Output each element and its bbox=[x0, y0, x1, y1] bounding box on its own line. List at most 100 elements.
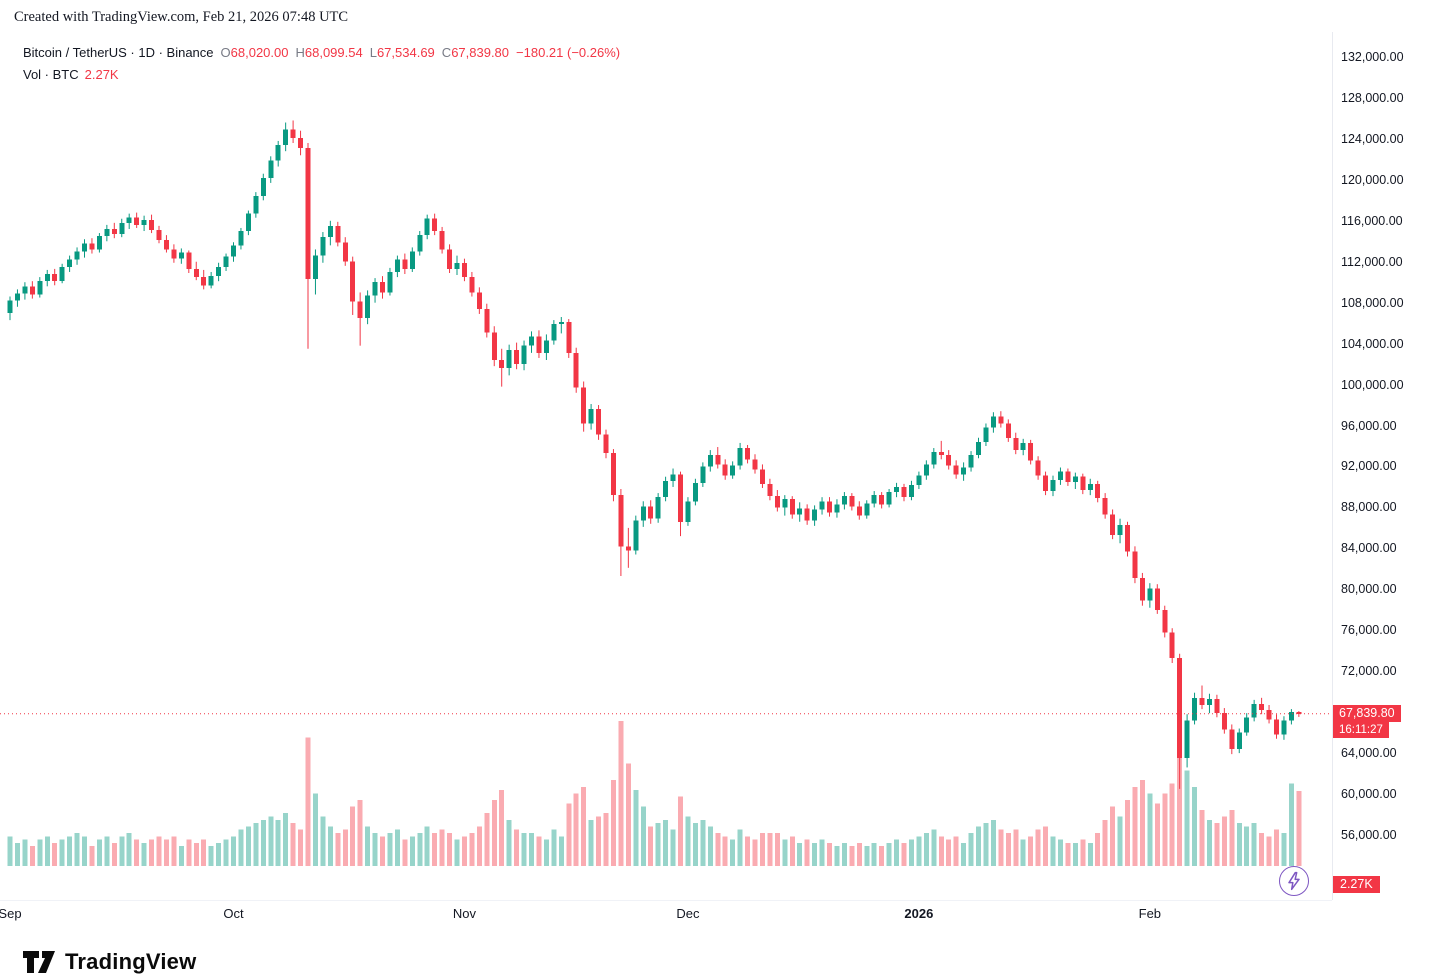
volume-bar bbox=[1244, 826, 1250, 866]
candle-body bbox=[1266, 710, 1272, 720]
candle-body bbox=[752, 459, 758, 470]
candle-body bbox=[871, 495, 877, 504]
candle-body bbox=[998, 416, 1004, 424]
candle-body bbox=[1139, 578, 1145, 601]
volume-bar bbox=[946, 839, 952, 866]
volume-bar bbox=[1199, 809, 1205, 866]
price-axis-label: 76,000.00 bbox=[1341, 623, 1397, 638]
volume-bar bbox=[543, 839, 549, 866]
volume-bar bbox=[1095, 833, 1101, 866]
volume-bar bbox=[588, 819, 594, 866]
candle-body bbox=[603, 434, 609, 454]
chart-canvas[interactable]: Bitcoin / TetherUS · 1D · Binance O68,020… bbox=[0, 32, 1332, 900]
volume-bar bbox=[260, 819, 266, 866]
time-axis[interactable]: Sep Oct Nov Dec 2026 Feb bbox=[0, 900, 1332, 931]
volume-bar bbox=[283, 813, 289, 866]
volume-bar bbox=[715, 833, 721, 866]
candle-body bbox=[961, 467, 967, 475]
volume-bar bbox=[1177, 753, 1183, 866]
candle-body bbox=[663, 480, 669, 498]
price-axis[interactable]: 132,000.00 128,000.00 124,000.00 120,000.00… bbox=[1332, 32, 1438, 900]
candle-body bbox=[67, 259, 73, 267]
candle-body bbox=[461, 262, 467, 278]
candle-body bbox=[946, 455, 952, 466]
candle-body bbox=[156, 230, 162, 241]
volume-bar bbox=[990, 819, 996, 866]
candle-body bbox=[804, 508, 810, 521]
volume-bar bbox=[633, 790, 639, 866]
candle-body bbox=[357, 301, 363, 319]
price-axis-label: 84,000.00 bbox=[1341, 541, 1397, 556]
candle-body bbox=[573, 352, 579, 388]
candle-body bbox=[700, 466, 706, 483]
volume-bar bbox=[670, 829, 676, 866]
candle-body bbox=[566, 322, 572, 353]
volume-bar bbox=[551, 829, 557, 866]
candle-body bbox=[1095, 483, 1101, 499]
time-axis-label: 2026 bbox=[904, 906, 934, 921]
price-axis-label: 88,000.00 bbox=[1341, 500, 1397, 515]
candle-body bbox=[1057, 471, 1063, 480]
volume-bar bbox=[82, 836, 87, 866]
volume-bar bbox=[357, 800, 363, 866]
time-axis-label: Oct bbox=[223, 906, 244, 921]
candle-body bbox=[1169, 632, 1175, 658]
candle-body bbox=[1005, 423, 1011, 438]
volume-bar bbox=[1080, 839, 1086, 866]
volume-bar bbox=[163, 839, 169, 866]
volume-bar bbox=[558, 836, 564, 866]
time-axis-label: Dec bbox=[676, 906, 700, 921]
volume-bar bbox=[417, 833, 423, 866]
volume-bar bbox=[1110, 806, 1116, 866]
volume-axis-badge: 2.27K bbox=[1333, 876, 1380, 893]
volume-bar bbox=[193, 842, 199, 866]
candle-body bbox=[149, 219, 155, 231]
candle-body bbox=[1259, 703, 1265, 711]
candle-body bbox=[1251, 703, 1257, 718]
volume-bar bbox=[59, 839, 65, 866]
candle-body bbox=[22, 286, 28, 294]
volume-bar bbox=[722, 836, 728, 866]
volume-bar bbox=[834, 846, 840, 866]
volume-bar bbox=[298, 829, 304, 866]
candle-body bbox=[1244, 717, 1250, 733]
volume-bar bbox=[864, 846, 870, 866]
volume-bar bbox=[931, 829, 937, 866]
volume-bar bbox=[625, 763, 631, 866]
volume-bar bbox=[380, 836, 385, 866]
legend-row-1: Bitcoin / TetherUS · 1D · Binance O68,020… bbox=[23, 45, 620, 60]
volume-bar bbox=[759, 833, 765, 866]
candle-body bbox=[454, 262, 460, 269]
candle-body bbox=[201, 277, 207, 286]
volume-bar bbox=[886, 842, 892, 866]
candle-body bbox=[178, 252, 184, 259]
volume-bar bbox=[1206, 819, 1212, 866]
candle-body bbox=[1035, 460, 1041, 476]
candle-body bbox=[37, 281, 43, 295]
candle-body bbox=[596, 409, 602, 435]
instant-trading-button[interactable] bbox=[1279, 866, 1309, 896]
volume-bar bbox=[1236, 823, 1242, 866]
candle-body bbox=[268, 160, 274, 178]
candle-body bbox=[610, 453, 616, 496]
volume-bar bbox=[901, 842, 907, 866]
candle-body bbox=[841, 496, 847, 505]
volume-bar bbox=[782, 839, 788, 866]
volume-bar bbox=[521, 833, 527, 866]
symbol-title[interactable]: Bitcoin / TetherUS · 1D · Binance bbox=[23, 45, 214, 60]
volume-bar bbox=[894, 839, 900, 866]
price-axis-label: 96,000.00 bbox=[1341, 418, 1397, 433]
volume-bar bbox=[827, 842, 832, 866]
time-axis-label: Sep bbox=[0, 906, 22, 921]
volume-bar bbox=[424, 826, 430, 866]
volume-bar bbox=[491, 800, 497, 866]
candle-body bbox=[491, 332, 497, 361]
candle-body bbox=[104, 228, 110, 237]
volume-bar bbox=[126, 833, 132, 866]
price-axis-label: 56,000.00 bbox=[1341, 828, 1397, 842]
price-axis-label: 128,000.00 bbox=[1341, 90, 1404, 105]
candle-body bbox=[231, 245, 236, 257]
volume-bar bbox=[998, 829, 1004, 866]
candle-body bbox=[1281, 720, 1287, 735]
candle-body bbox=[931, 452, 937, 465]
